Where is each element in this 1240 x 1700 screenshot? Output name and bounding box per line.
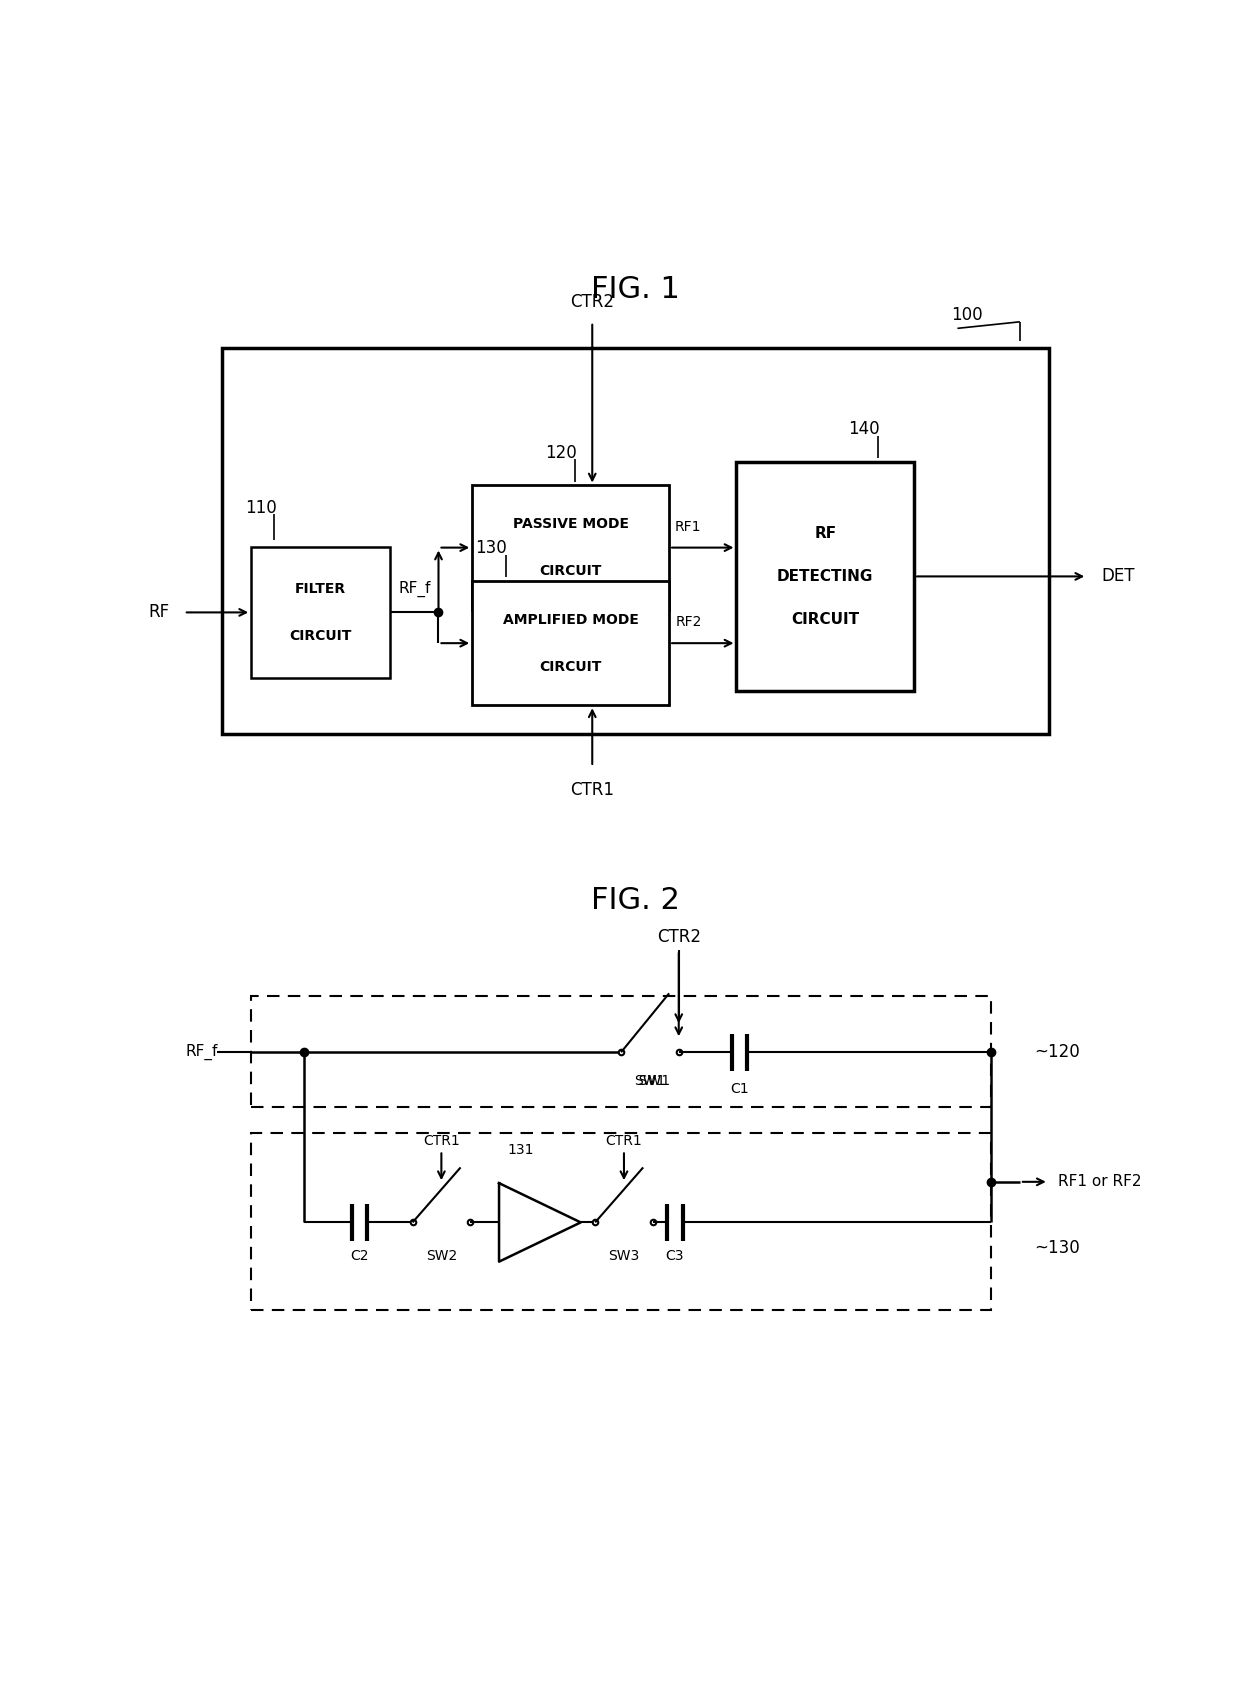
Text: RF1 or RF2: RF1 or RF2 bbox=[1058, 1175, 1142, 1190]
Text: RF2: RF2 bbox=[675, 615, 702, 629]
Text: CTR1: CTR1 bbox=[605, 1134, 642, 1148]
Text: RF_f: RF_f bbox=[398, 581, 430, 597]
Bar bbox=[472, 581, 670, 706]
Bar bbox=[472, 486, 670, 610]
Text: FIG. 2: FIG. 2 bbox=[591, 886, 680, 915]
Text: CTR2: CTR2 bbox=[657, 928, 701, 945]
Bar bbox=[250, 1134, 991, 1311]
Text: ~120: ~120 bbox=[1034, 1042, 1080, 1061]
Text: C2: C2 bbox=[351, 1250, 370, 1263]
Text: RF1: RF1 bbox=[675, 520, 702, 534]
Text: SW1: SW1 bbox=[634, 1074, 666, 1088]
Text: 131: 131 bbox=[507, 1144, 534, 1158]
Text: CTR1: CTR1 bbox=[570, 782, 614, 799]
Text: CIRCUIT: CIRCUIT bbox=[539, 564, 601, 578]
Text: DET: DET bbox=[1101, 568, 1135, 585]
Text: CIRCUIT: CIRCUIT bbox=[290, 629, 352, 643]
Text: CTR2: CTR2 bbox=[570, 292, 614, 311]
Text: RF: RF bbox=[815, 525, 836, 541]
Bar bbox=[737, 462, 914, 690]
Text: 140: 140 bbox=[848, 420, 879, 439]
Text: SW3: SW3 bbox=[609, 1250, 640, 1263]
Text: SW2: SW2 bbox=[425, 1250, 458, 1263]
Text: AMPLIFIED MODE: AMPLIFIED MODE bbox=[502, 612, 639, 627]
Bar bbox=[222, 348, 1049, 734]
Text: RF: RF bbox=[149, 604, 170, 622]
Bar bbox=[250, 547, 391, 678]
Text: 110: 110 bbox=[244, 498, 277, 517]
Text: SW1: SW1 bbox=[630, 1074, 670, 1088]
Text: CTR1: CTR1 bbox=[423, 1134, 460, 1148]
Text: C3: C3 bbox=[666, 1250, 684, 1263]
Text: CIRCUIT: CIRCUIT bbox=[539, 660, 601, 673]
Text: ~130: ~130 bbox=[1034, 1239, 1080, 1258]
Text: PASSIVE MODE: PASSIVE MODE bbox=[512, 517, 629, 530]
Text: DETECTING: DETECTING bbox=[777, 570, 873, 583]
Text: CIRCUIT: CIRCUIT bbox=[791, 612, 859, 627]
Text: 100: 100 bbox=[951, 306, 983, 325]
Text: 130: 130 bbox=[475, 539, 507, 558]
Bar bbox=[250, 996, 991, 1107]
Text: RF_f: RF_f bbox=[185, 1044, 217, 1061]
Text: C1: C1 bbox=[730, 1081, 749, 1096]
Text: FILTER: FILTER bbox=[295, 581, 346, 595]
Text: FIG. 1: FIG. 1 bbox=[591, 275, 680, 304]
Text: 120: 120 bbox=[546, 444, 577, 462]
